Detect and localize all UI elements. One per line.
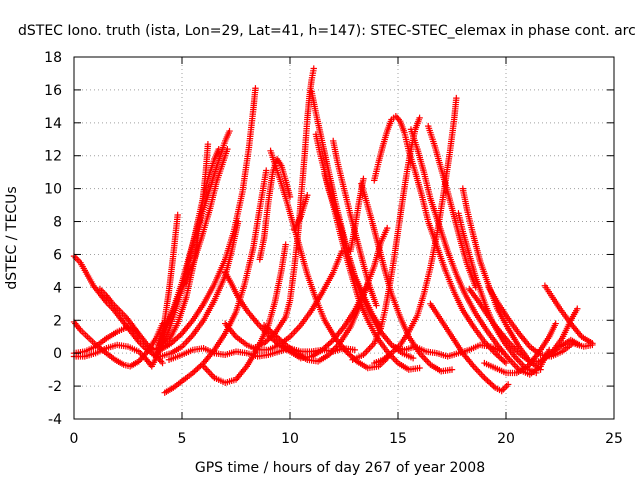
data-point <box>304 192 311 199</box>
data-point <box>574 305 581 312</box>
y-tick-label: 6 <box>53 247 62 263</box>
series-layer <box>70 65 596 396</box>
y-tick-label: 14 <box>44 116 62 132</box>
data-point <box>282 241 289 248</box>
y-tick-label: 12 <box>44 149 62 165</box>
y-tick-label: 2 <box>53 313 62 329</box>
data-point <box>263 167 270 174</box>
data-point <box>533 369 540 377</box>
data-point <box>234 218 242 225</box>
data-point <box>135 331 142 339</box>
series-39 <box>390 341 505 360</box>
series-16 <box>291 192 311 233</box>
x-tick-label: 0 <box>70 431 79 447</box>
data-point <box>338 247 346 255</box>
y-tick-label: 18 <box>44 50 62 66</box>
series-8 <box>155 127 233 352</box>
data-point <box>159 359 166 367</box>
series-35 <box>481 320 559 377</box>
x-tick-label: 15 <box>389 431 407 447</box>
x-tick-label: 20 <box>497 431 515 447</box>
data-point <box>453 94 460 102</box>
x-tick-label: 25 <box>605 431 623 447</box>
series-40 <box>96 285 142 339</box>
series-13 <box>256 155 294 263</box>
series-9 <box>157 85 259 354</box>
x-axis-label: GPS time / hours of day 267 of year 2008 <box>195 460 485 476</box>
data-point <box>416 364 423 372</box>
series-24 <box>371 113 510 367</box>
chart-title: dSTEC Iono. truth (ista, Lon=29, Lat=41,… <box>18 23 636 39</box>
data-point <box>589 340 596 347</box>
ticks <box>73 56 615 420</box>
y-tick-label: 16 <box>44 83 62 99</box>
series-32 <box>541 282 596 347</box>
data-point <box>502 359 510 367</box>
series-34 <box>427 300 512 395</box>
data-point <box>384 224 391 232</box>
data-point <box>373 302 380 309</box>
x-tick-label: 5 <box>178 431 187 447</box>
y-tick-label: 10 <box>44 182 62 198</box>
y-tick-label: -2 <box>48 379 62 395</box>
tick-labels: 0 5 10 15 20 25 -4 -2 0 2 4 6 8 10 12 14 16 18 <box>44 50 623 447</box>
series-20 <box>330 137 380 309</box>
series-5 <box>161 167 270 396</box>
data-point <box>416 114 423 122</box>
plot-frame <box>73 56 615 420</box>
data-point <box>252 85 259 92</box>
data-point <box>360 175 367 182</box>
y-tick-label: 0 <box>53 346 62 362</box>
y-tick-label: -4 <box>48 412 62 428</box>
data-point <box>576 341 583 349</box>
data-point <box>498 348 505 355</box>
series-38 <box>165 345 358 363</box>
data-point <box>364 280 371 288</box>
data-point <box>226 127 233 135</box>
data-point <box>504 381 512 388</box>
series-33 <box>535 336 583 367</box>
data-point <box>204 141 212 148</box>
x-tick-label: 10 <box>281 431 299 447</box>
data-point <box>351 346 358 354</box>
data-point <box>310 65 317 72</box>
y-axis-label: dSTEC / TECUs <box>4 186 20 289</box>
data-point <box>409 354 417 362</box>
y-tick-label: 4 <box>53 280 62 296</box>
data-point <box>537 366 544 373</box>
data-point <box>174 211 181 219</box>
series-11 <box>157 218 242 360</box>
data-point <box>448 366 456 373</box>
data-point <box>552 320 559 327</box>
y-tick-label: 8 <box>53 215 62 231</box>
series-37 <box>260 280 371 365</box>
series-15 <box>250 65 317 352</box>
series-21 <box>347 175 367 255</box>
